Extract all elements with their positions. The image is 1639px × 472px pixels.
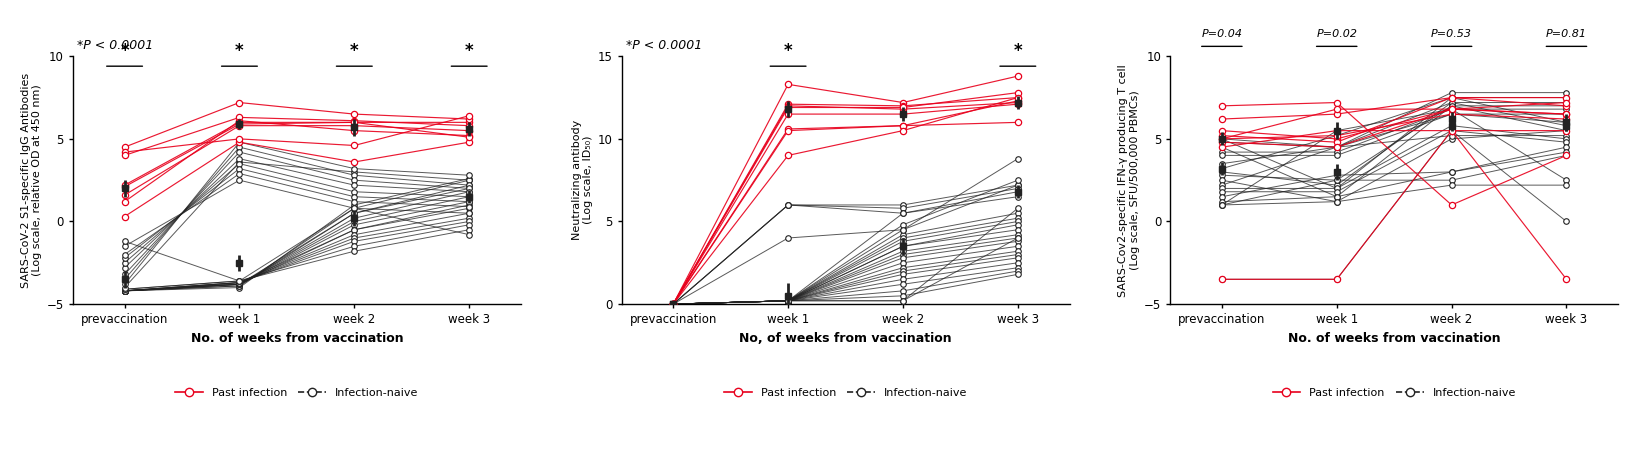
Text: *: *: [783, 42, 792, 60]
X-axis label: No. of weeks from vaccination: No. of weeks from vaccination: [190, 332, 403, 345]
Text: *: *: [465, 42, 474, 60]
Legend: Past infection, Infection-naive: Past infection, Infection-naive: [1269, 384, 1521, 403]
X-axis label: No. of weeks from vaccination: No. of weeks from vaccination: [1288, 332, 1500, 345]
Y-axis label: SARS-Cov2-specific IFN-γ producing T cell
(Log scale, SFU/500,000 PBMCs): SARS-Cov2-specific IFN-γ producing T cel…: [1118, 64, 1139, 296]
Legend: Past infection, Infection-naive: Past infection, Infection-naive: [170, 384, 423, 403]
Y-axis label: SARS-CoV-2 S1-specific IgG Antibodies
(Log scale, relative OD at 450 nm): SARS-CoV-2 S1-specific IgG Antibodies (L…: [21, 73, 43, 288]
Text: *: *: [234, 42, 244, 60]
Y-axis label: Neutralizing antibody
(Log scale, ID₅₀): Neutralizing antibody (Log scale, ID₅₀): [572, 120, 593, 240]
Text: *P < 0.0001: *P < 0.0001: [626, 39, 701, 52]
Text: *: *: [351, 42, 359, 60]
Text: *: *: [1013, 42, 1023, 60]
Legend: Past infection, Infection-naive: Past infection, Infection-naive: [720, 384, 972, 403]
X-axis label: No, of weeks from vaccination: No, of weeks from vaccination: [739, 332, 952, 345]
Text: P=0.02: P=0.02: [1316, 29, 1357, 39]
Text: *P < 0.0001: *P < 0.0001: [77, 39, 154, 52]
Text: P=0.04: P=0.04: [1201, 29, 1242, 39]
Text: P=0.53: P=0.53: [1431, 29, 1472, 39]
Text: P=0.81: P=0.81: [1546, 29, 1587, 39]
Text: *: *: [120, 42, 129, 60]
